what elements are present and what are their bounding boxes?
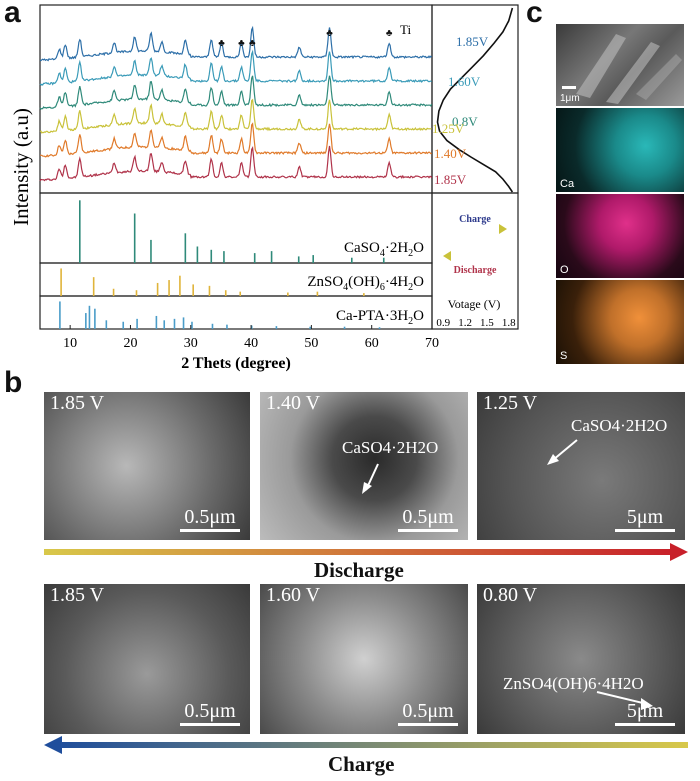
legend-frame bbox=[431, 192, 519, 330]
voltage-label-0: 1.85V bbox=[456, 34, 489, 49]
reference-patterns-group bbox=[59, 200, 385, 329]
sem-annotation: ZnSO4(OH)6·4H2O bbox=[503, 674, 644, 693]
discharge-label: Discharge bbox=[314, 558, 404, 582]
sem-voltage-label: 1.40 V bbox=[266, 392, 321, 414]
eds-label-s: S bbox=[560, 350, 568, 362]
charge-arrow bbox=[44, 736, 688, 754]
sem-scale-text: 0.5μm bbox=[402, 506, 454, 528]
ref-label-gypsum: CaSO4·2H2O bbox=[344, 240, 424, 259]
sem-scale: 5μm bbox=[615, 700, 675, 726]
x-tick-label-6: 70 bbox=[425, 336, 439, 351]
sem-annotation: CaSO4·2H2O bbox=[342, 438, 439, 457]
legend-charge-label: Charge bbox=[459, 214, 491, 225]
x-tick-label-4: 50 bbox=[304, 336, 318, 351]
ti-marker-2: ♣ bbox=[249, 38, 256, 49]
sem-scale: 5μm bbox=[615, 506, 675, 532]
xrd-series-2 bbox=[39, 75, 433, 110]
eds-map-ca: Ca bbox=[556, 108, 684, 192]
x-tick-label-1: 20 bbox=[123, 336, 137, 351]
voltage-tick-1: 1.2 bbox=[458, 317, 472, 329]
x-tick-label-2: 30 bbox=[184, 336, 198, 351]
charge-label: Charge bbox=[328, 752, 395, 776]
sem-voltage-label: 1.25 V bbox=[483, 392, 538, 414]
voltage-label-5: 1.85V bbox=[434, 172, 467, 187]
voltage-label-3: 1.25V bbox=[432, 121, 465, 136]
voltage-labels-group: 1.85V 1.60V 0.8V1.25V 1.40V 1.85V bbox=[432, 34, 489, 187]
discharge-arrow bbox=[44, 543, 688, 561]
ref-label-capta: Ca-PTA·3H2O bbox=[336, 308, 424, 327]
sem-scale-text: 0.5μm bbox=[184, 506, 236, 528]
sem-image-discharge-1: 1.85 V 0.5μm bbox=[44, 392, 250, 540]
xrd-series-1 bbox=[39, 49, 432, 86]
sem-image-charge-3: 0.80 V ZnSO4(OH)6·4H2O 5μm bbox=[477, 584, 685, 734]
x-tick-label-0: 10 bbox=[63, 336, 77, 351]
ti-marker-1: ♣ bbox=[238, 38, 245, 49]
x-tick-label-3: 40 bbox=[244, 336, 258, 351]
sem-mapping-image: 1μm bbox=[556, 24, 684, 106]
voltage-tick-3: 1.8 bbox=[502, 317, 516, 329]
eds-label-ca: Ca bbox=[560, 178, 575, 190]
voltage-ticks-group: 0.9 1.2 1.5 1.8 bbox=[436, 317, 516, 329]
voltage-curve bbox=[436, 7, 514, 193]
panel-label-a: a bbox=[4, 0, 21, 29]
voltage-label-2: 0.8V bbox=[452, 114, 478, 129]
voltage-tick-2: 1.5 bbox=[480, 317, 494, 329]
eds-map-s: S bbox=[556, 280, 684, 364]
xrd-series-4 bbox=[39, 122, 432, 158]
legend-discharge-label: Discharge bbox=[454, 265, 497, 276]
x-tick-label-5: 60 bbox=[365, 336, 379, 351]
ti-marker-0: ♣ bbox=[218, 38, 225, 49]
legend-charge-arrowhead bbox=[499, 224, 507, 234]
sem-scale: 0.5μm bbox=[180, 506, 240, 532]
xrd-main-frame bbox=[39, 4, 433, 194]
voltage-axis-label: Votage (V) bbox=[448, 297, 501, 311]
ti-markers-group: ♣ ♣ ♣ ♣ ♣ bbox=[218, 28, 393, 49]
legend-discharge-arrowhead bbox=[443, 251, 451, 261]
sem-image-charge-2: 1.60 V 0.5μm bbox=[260, 584, 468, 734]
sem-voltage-label: 0.80 V bbox=[483, 584, 538, 606]
panel-label-b: b bbox=[4, 366, 23, 399]
sem-scale-text: 0.5μm bbox=[402, 700, 454, 722]
sem-image-discharge-2: 1.40 V CaSO4·2H2O 0.5μm bbox=[260, 392, 468, 540]
sem-image-charge-1: 1.85 V 0.5μm bbox=[44, 584, 250, 734]
xrd-series-5 bbox=[39, 145, 433, 182]
sem-voltage-label: 1.60 V bbox=[266, 584, 321, 606]
xrd-series-3 bbox=[39, 98, 432, 134]
xrd-series-0 bbox=[39, 25, 433, 62]
eds-label-o: O bbox=[560, 264, 569, 276]
ti-marker-3: ♣ bbox=[326, 28, 333, 39]
ti-label: Ti bbox=[400, 22, 411, 37]
panel-label-c: c bbox=[526, 0, 543, 29]
sem-scale-text: 5μm bbox=[626, 506, 664, 528]
eds-map-o: O bbox=[556, 194, 684, 278]
sem-voltage-label: 1.85 V bbox=[50, 392, 105, 414]
x-axis-label: 2 Thets (degree) bbox=[181, 355, 291, 372]
sem-scale: 0.5μm bbox=[398, 506, 458, 532]
ref-label-zinc: ZnSO4(OH)6·4H2O bbox=[307, 274, 424, 293]
y-axis-label: Intensity (a.u) bbox=[9, 108, 33, 226]
voltage-tick-0: 0.9 bbox=[436, 317, 450, 329]
sem-scale-text: 0.5μm bbox=[184, 700, 236, 722]
sem-scale: 0.5μm bbox=[398, 700, 458, 726]
sem-scale: 0.5μm bbox=[180, 700, 240, 726]
sem-image-discharge-3: 1.25 V CaSO4·2H2O 5μm bbox=[477, 392, 685, 540]
ti-marker-4: ♣ bbox=[386, 28, 393, 39]
voltage-label-4: 1.40V bbox=[434, 146, 467, 161]
sem-voltage-label: 1.85 V bbox=[50, 584, 105, 606]
sem-annotation: CaSO4·2H2O bbox=[571, 416, 668, 435]
voltage-label-1: 1.60V bbox=[448, 74, 481, 89]
mapping-scale: 1μm bbox=[560, 93, 580, 104]
sem-scale-text: 5μm bbox=[626, 700, 664, 722]
x-axis-ticks-group: 10 20 30 40 50 60 70 bbox=[63, 325, 439, 351]
xrd-chart: ♣ ♣ ♣ ♣ ♣ Ti CaSO4·2H2O ZnSO4(OH)6·4H2O Ca-P… bbox=[9, 4, 519, 372]
xrd-series-group bbox=[39, 25, 433, 182]
